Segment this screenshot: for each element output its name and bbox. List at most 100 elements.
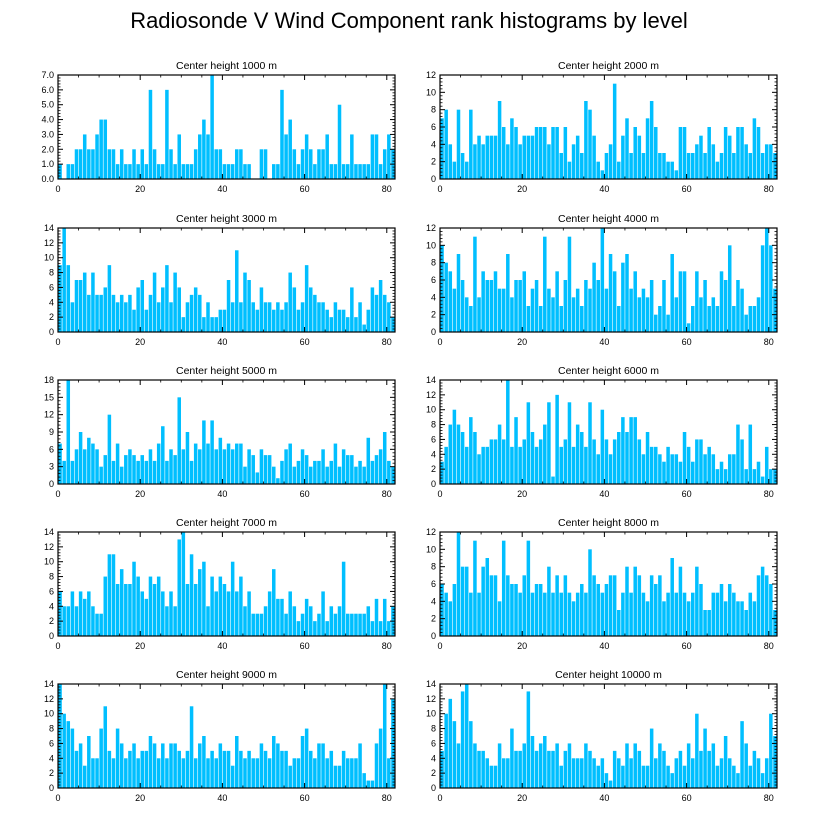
figure-title: Radiosonde V Wind Component rank histogr… [130, 8, 688, 33]
histogram-bar [276, 743, 280, 788]
histogram-bar [773, 288, 777, 332]
histogram-bar [329, 317, 334, 332]
histogram-bar [128, 449, 132, 484]
histogram-bar [645, 118, 650, 179]
histogram-bar [732, 306, 736, 332]
histogram-bar [202, 420, 206, 484]
histogram-bar [563, 280, 568, 332]
x-tick-label: 20 [517, 793, 527, 803]
histogram-bar [481, 271, 485, 332]
x-tick-label: 20 [517, 641, 527, 651]
histogram-bar [226, 443, 231, 484]
histogram-bar [66, 265, 71, 332]
histogram-bar [82, 598, 87, 636]
histogram-bar [99, 466, 103, 484]
histogram-bar [744, 610, 748, 636]
y-tick-label: 7.0 [41, 70, 54, 80]
histogram-bar [518, 280, 522, 332]
histogram-bar [769, 469, 773, 484]
histogram-bar [621, 765, 625, 788]
histogram-bar [522, 439, 527, 484]
histogram-bar [756, 127, 761, 179]
histogram-bar [456, 743, 461, 788]
histogram-bar [276, 478, 280, 484]
y-tick-label: 0 [431, 174, 436, 184]
histogram-bar [329, 460, 334, 484]
histogram-bar [70, 302, 75, 332]
histogram-bar [654, 127, 658, 179]
histogram-bar [760, 476, 765, 484]
histogram-bar [239, 443, 243, 484]
histogram-bar [148, 294, 153, 332]
x-tick-label: 0 [55, 489, 60, 499]
histogram-bar [522, 575, 527, 636]
histogram-bar [608, 144, 613, 179]
histogram-bar [600, 170, 605, 179]
x-tick-label: 80 [764, 184, 774, 194]
histogram-bar [658, 575, 662, 636]
panel-title: Center height 6000 m [558, 365, 659, 377]
histogram-bar [440, 584, 444, 636]
histogram-bar [177, 750, 181, 788]
histogram-bar [485, 280, 490, 332]
histogram-bar [649, 280, 654, 332]
histogram-bar [148, 576, 153, 636]
histogram-bar [580, 153, 584, 179]
histogram-bar [382, 149, 387, 179]
histogram-bar [226, 280, 231, 332]
histogram-bar [625, 743, 629, 788]
histogram-bar [378, 621, 383, 636]
histogram-bar [317, 149, 321, 179]
histogram-bar [596, 280, 600, 332]
histogram-bar [107, 265, 112, 332]
histogram-bar [514, 127, 518, 179]
histogram-bar [189, 460, 194, 484]
histogram-panel: Center height 7000 m 0 2 4 6 8 10 12 14 0 20 40 60 80 [44, 517, 396, 651]
histogram-bar [489, 575, 494, 636]
histogram-bar [699, 135, 703, 179]
histogram-bar [592, 135, 596, 179]
histogram-bar [736, 280, 740, 332]
histogram-bar [571, 758, 576, 788]
histogram-bar [226, 164, 231, 179]
histogram-bar [350, 287, 354, 332]
histogram-bar [58, 443, 62, 484]
histogram-bar [144, 750, 149, 788]
histogram-bar [317, 460, 321, 484]
histogram-bar [686, 153, 691, 179]
histogram-bar [218, 576, 223, 636]
histogram-bar [448, 271, 453, 332]
x-tick-label: 40 [599, 337, 609, 347]
y-tick-label: 12 [44, 694, 54, 704]
histogram-bar [165, 89, 169, 179]
histogram-bar [95, 294, 99, 332]
histogram-panel: Center height 3000 m 0 2 4 6 8 10 12 14 0 20 40 60 80 [44, 213, 396, 347]
histogram-bar [604, 773, 609, 788]
histogram-bar [481, 566, 485, 636]
histogram-bar [152, 272, 157, 332]
y-tick-label: 18 [44, 375, 54, 385]
histogram-bar [370, 460, 375, 484]
histogram-bar [362, 466, 366, 484]
histogram-bar [132, 561, 136, 636]
histogram-bar [629, 417, 633, 484]
histogram-bar [103, 455, 108, 484]
histogram-bar [584, 592, 588, 636]
histogram-bar [510, 728, 514, 788]
histogram-bar [567, 402, 572, 484]
histogram-bar [477, 135, 481, 179]
histogram-bar [374, 134, 379, 179]
histogram-bar [617, 610, 621, 636]
histogram-bar [341, 449, 346, 484]
y-tick-label: 2 [49, 768, 54, 778]
histogram-bar [255, 758, 260, 788]
histogram-bar [193, 758, 198, 788]
histogram-bar [629, 153, 633, 179]
histogram-bar [280, 750, 284, 788]
histogram-bar [321, 449, 325, 484]
histogram-bar [678, 566, 683, 636]
histogram-bar [703, 153, 707, 179]
histogram-bar [341, 750, 346, 788]
x-tick-label: 40 [217, 184, 227, 194]
histogram-bar [111, 294, 116, 332]
